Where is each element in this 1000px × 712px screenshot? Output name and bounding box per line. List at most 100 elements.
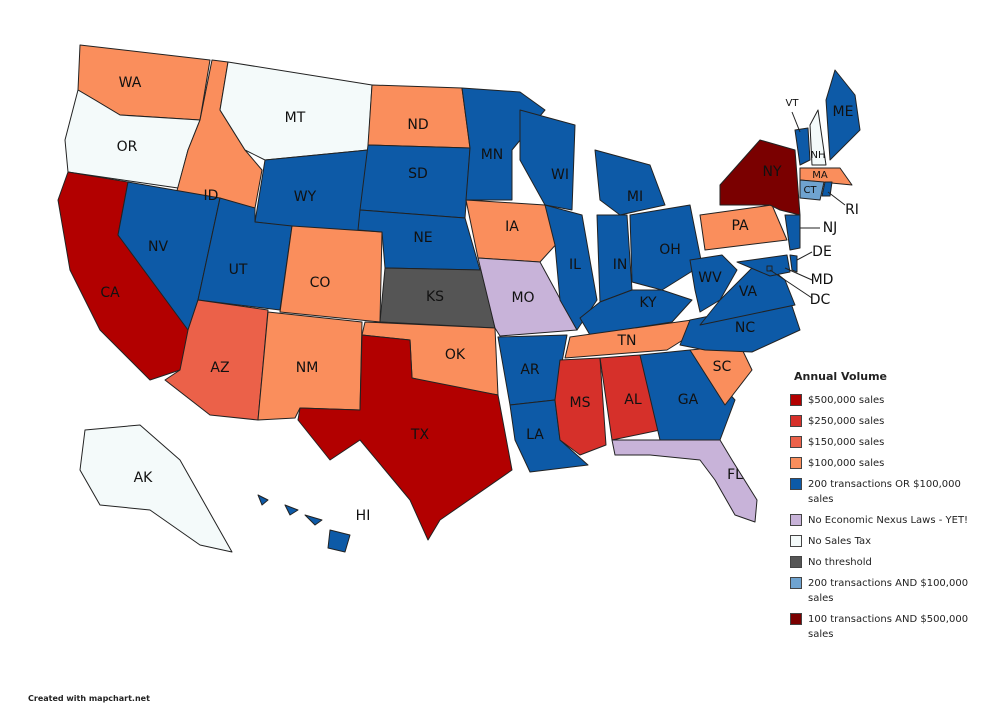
legend: Annual Volume $500,000 sales $250,000 sal… <box>790 370 980 648</box>
state-label: FL <box>727 467 743 483</box>
state-label: NY <box>762 164 781 180</box>
state <box>699 204 788 251</box>
legend-swatch <box>790 457 802 469</box>
state-label: WY <box>294 189 317 205</box>
state-label: MA <box>812 170 828 181</box>
state <box>477 257 578 337</box>
footer: Created with mapchart.net <box>28 694 150 703</box>
state-label: ID <box>204 188 219 204</box>
state-label: KS <box>426 289 444 305</box>
legend-swatch <box>790 556 802 568</box>
legend-swatch <box>790 613 802 625</box>
state <box>719 139 801 216</box>
state-label: NV <box>148 239 168 255</box>
state <box>794 127 811 166</box>
state-label: MN <box>481 147 504 163</box>
state <box>784 214 801 251</box>
state-label: UT <box>229 262 248 278</box>
state <box>279 225 383 323</box>
legend-item: No threshold <box>790 555 980 570</box>
legend-label: No threshold <box>808 557 872 568</box>
state-label: WA <box>119 75 142 91</box>
state-label: MT <box>285 110 306 126</box>
state-label: OH <box>659 242 681 258</box>
state-label: AR <box>520 362 540 378</box>
legend-swatch <box>790 577 802 589</box>
state-label: IL <box>569 257 581 273</box>
state <box>284 504 299 516</box>
legend-label: $250,000 sales <box>808 416 885 427</box>
legend-item: $100,000 sales <box>790 456 980 471</box>
legend-swatch <box>790 478 802 490</box>
leader-line <box>791 111 801 133</box>
state-label: MO <box>511 290 534 306</box>
state <box>736 254 791 277</box>
legend-label: 100 transactions AND $500,000 sales <box>808 614 969 640</box>
leader-line <box>784 267 813 281</box>
state-label: SC <box>713 359 732 375</box>
legend-label: $100,000 sales <box>808 458 885 469</box>
state <box>799 179 825 201</box>
state-label: IN <box>613 257 628 273</box>
state-label: NH <box>811 150 826 161</box>
legend-item: $250,000 sales <box>790 414 980 429</box>
state <box>519 109 576 211</box>
state <box>327 529 351 553</box>
state <box>544 204 598 331</box>
legend-label: 200 transactions OR $100,000 sales <box>808 479 961 505</box>
state-label: AZ <box>210 360 229 376</box>
legend-item: No Sales Tax <box>790 534 980 549</box>
leader-line <box>769 269 813 299</box>
state-label: SD <box>408 166 428 182</box>
legend-label: $500,000 sales <box>808 395 885 406</box>
state <box>689 254 738 313</box>
legend-swatch <box>790 514 802 526</box>
legend-label: $150,000 sales <box>808 437 885 448</box>
state <box>594 149 666 216</box>
state <box>629 204 703 291</box>
state-label: WI <box>551 167 569 183</box>
state-label: ME <box>833 104 854 120</box>
state <box>304 514 323 526</box>
legend-title: Annual Volume <box>794 370 888 383</box>
state-label: RI <box>845 202 859 218</box>
state <box>825 69 861 161</box>
state-label: MS <box>570 395 591 411</box>
state <box>639 349 736 441</box>
legend-item: 200 transactions OR $100,000 sales <box>790 477 980 507</box>
state-label: PA <box>731 218 749 234</box>
state-label: TN <box>616 333 636 349</box>
legend-item: 100 transactions AND $500,000 sales <box>790 612 980 642</box>
state-label: ND <box>407 117 428 133</box>
state-label: CO <box>310 275 331 291</box>
state <box>821 181 833 197</box>
state-label: MD <box>811 272 834 288</box>
state <box>79 424 233 553</box>
state-label: NC <box>735 320 755 336</box>
legend-item: $150,000 sales <box>790 435 980 450</box>
legend-swatch <box>790 415 802 427</box>
legend-swatch <box>790 436 802 448</box>
state-label: IA <box>505 219 519 235</box>
leader-line <box>827 191 846 206</box>
state-label: WV <box>698 270 722 286</box>
state-label: KY <box>639 295 657 311</box>
state-label: HI <box>356 508 371 524</box>
state <box>789 254 798 273</box>
state-label: AL <box>624 392 642 408</box>
state <box>465 199 561 263</box>
state-label: AK <box>134 470 154 486</box>
state-label: MI <box>627 189 643 205</box>
state-label: LA <box>526 427 544 443</box>
state-label: OR <box>117 139 138 155</box>
state-label: NJ <box>823 220 838 236</box>
legend-item: 200 transactions AND $100,000 sales <box>790 576 980 606</box>
state-label: NE <box>413 230 432 246</box>
legend-label: No Economic Nexus Laws - YET! <box>808 515 969 526</box>
state-label: OK <box>445 347 466 363</box>
state-label: VA <box>739 284 758 300</box>
leader-line <box>796 251 813 261</box>
state-label: TX <box>410 427 430 443</box>
legend-label: 200 transactions AND $100,000 sales <box>808 578 969 604</box>
